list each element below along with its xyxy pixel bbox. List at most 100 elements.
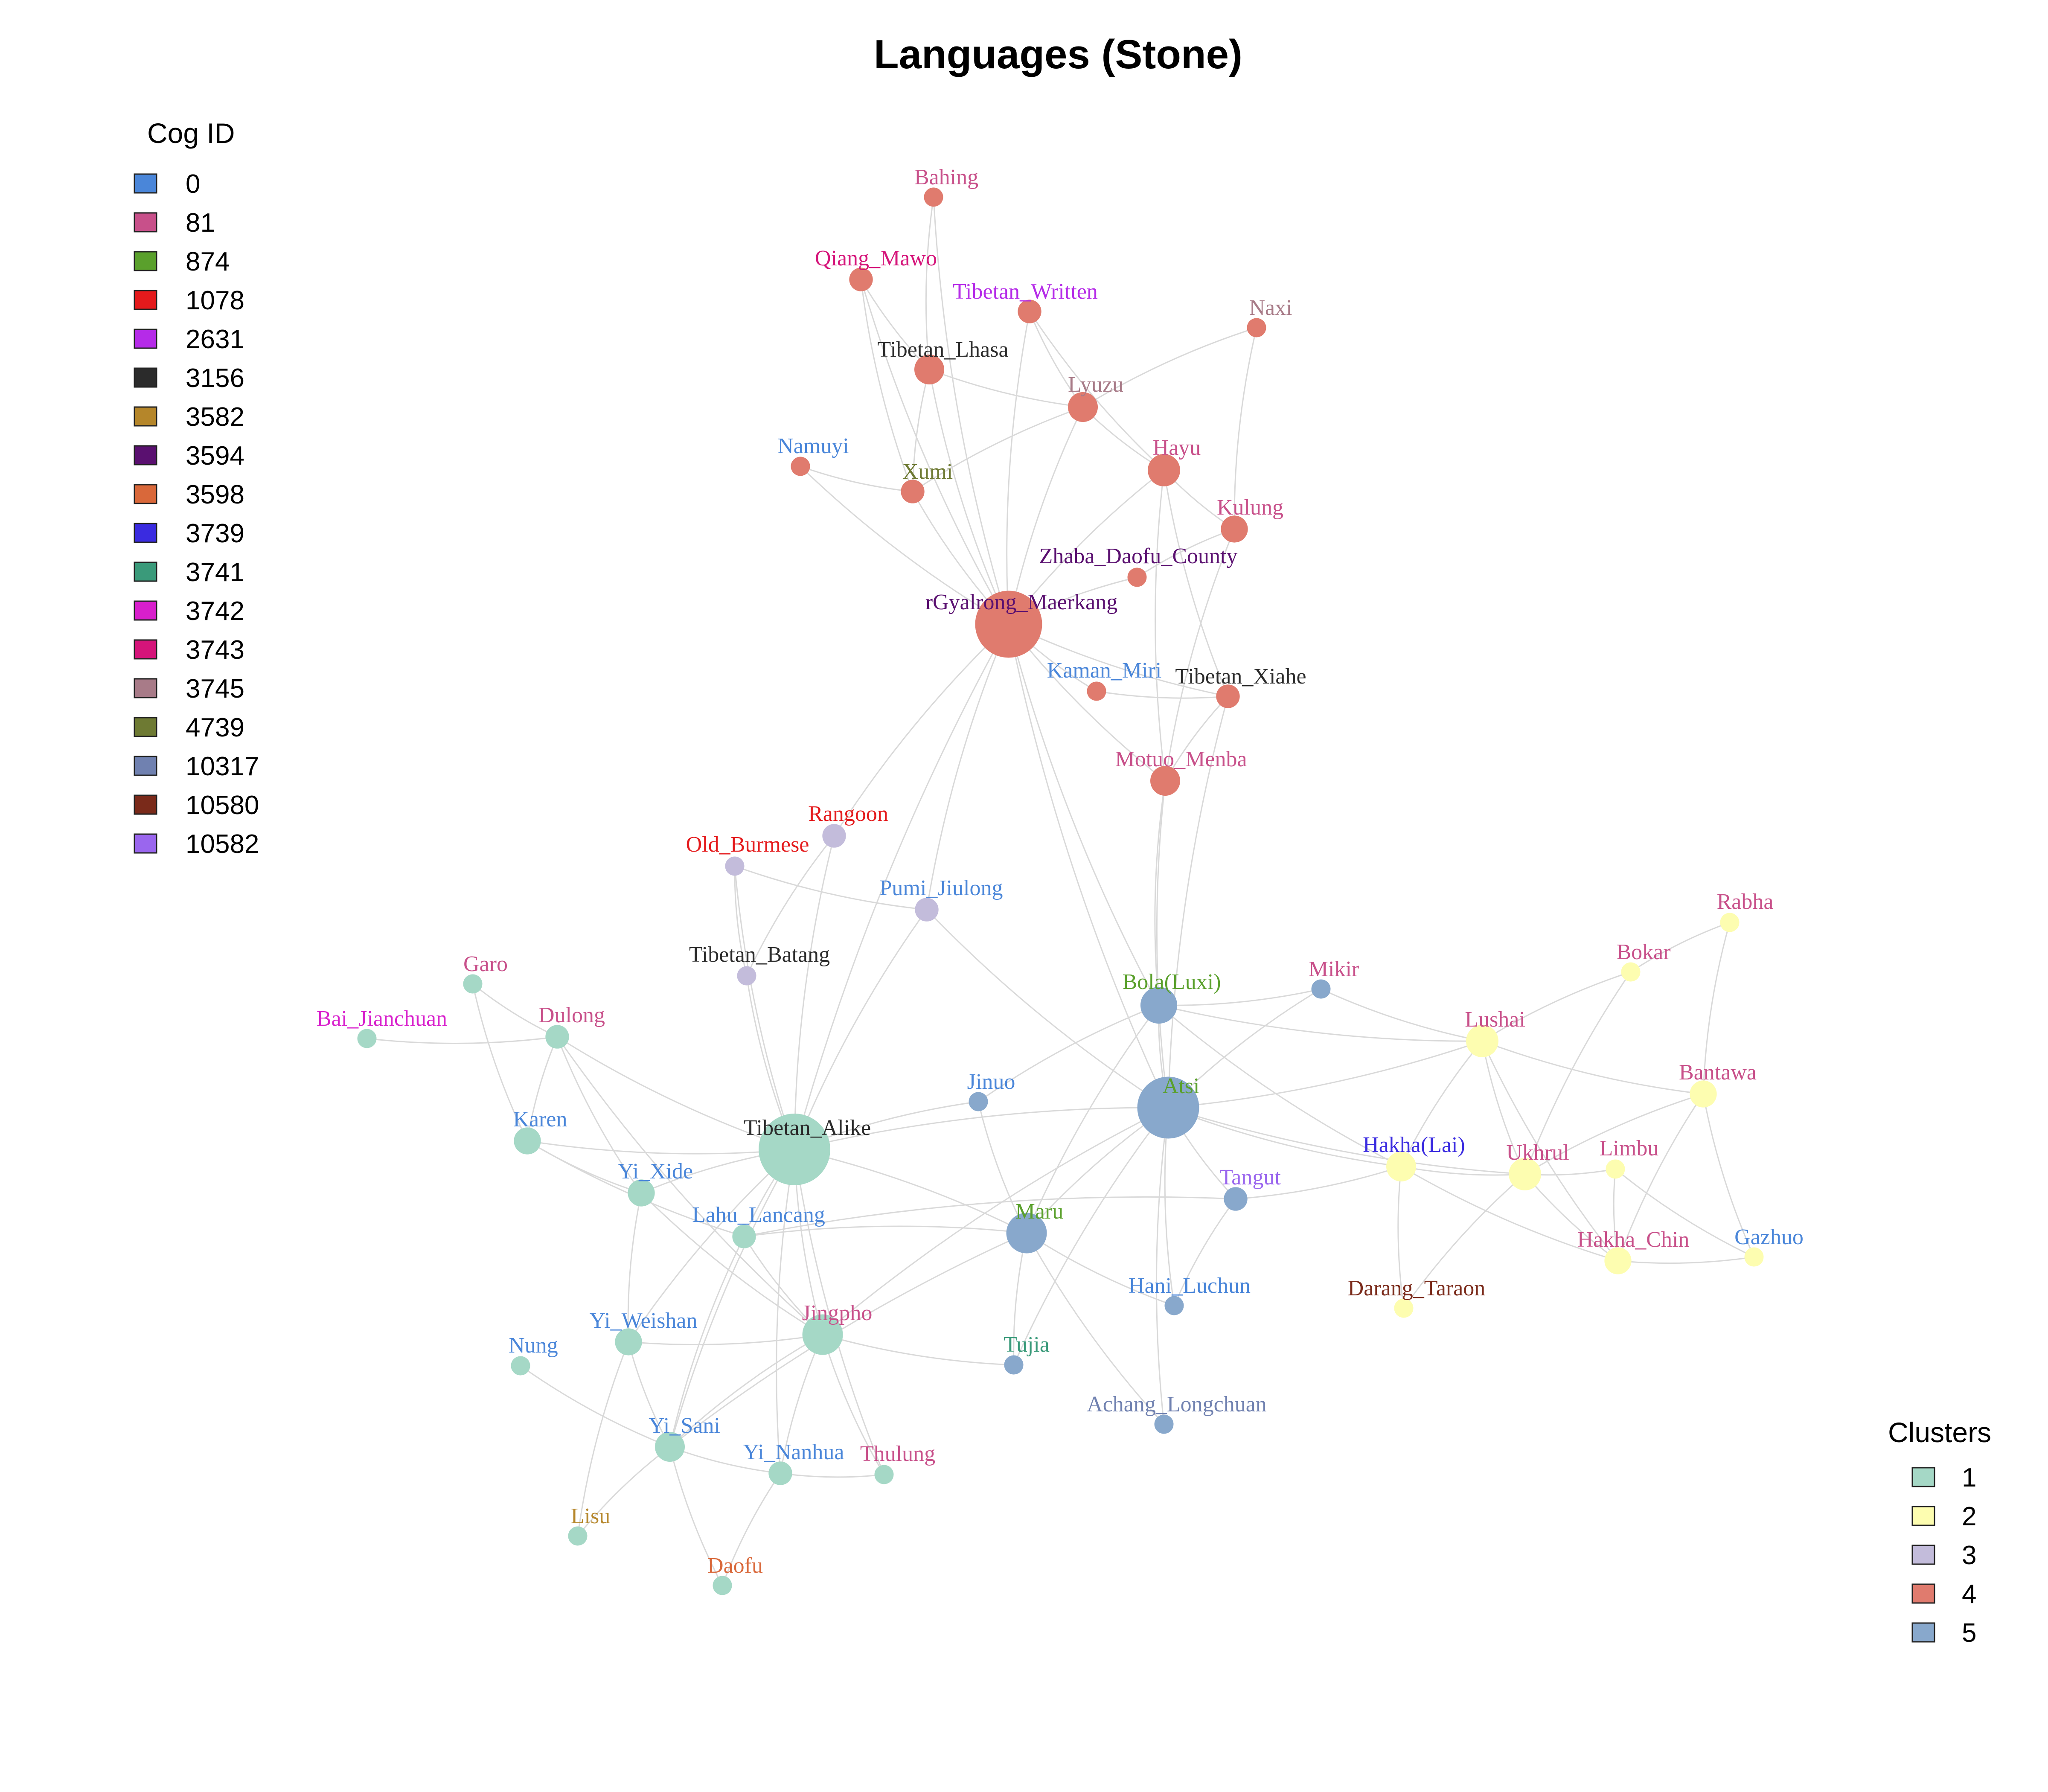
graph-edge — [933, 197, 1009, 625]
node-ukhrul[interactable] — [1509, 1158, 1541, 1190]
node-mikir[interactable] — [1311, 979, 1331, 999]
node-yi-weishan[interactable] — [615, 1328, 642, 1356]
node-daofu[interactable] — [713, 1576, 732, 1595]
node-limbu[interactable] — [1606, 1159, 1625, 1179]
graph-edge — [925, 197, 934, 370]
node-label: Kulung — [1217, 495, 1283, 520]
graph-edge — [1164, 529, 1235, 781]
node-label: Namuyi — [777, 434, 849, 458]
node-tibetan-alike[interactable] — [759, 1114, 830, 1185]
node-tibetan-xiahe[interactable] — [1216, 684, 1240, 708]
node-rangoon[interactable] — [822, 824, 846, 848]
node-karen[interactable] — [514, 1127, 541, 1155]
node-achang-longchuan[interactable] — [1154, 1414, 1174, 1434]
graph-edge — [1155, 470, 1166, 781]
clusters-legend-title: Clusters — [1888, 1417, 1991, 1448]
node-yi-nanhua[interactable] — [768, 1461, 792, 1485]
node-atsi[interactable] — [1137, 1076, 1199, 1139]
node-label: Bokar — [1616, 940, 1670, 964]
graph-edge — [822, 1334, 1014, 1366]
node-bokar[interactable] — [1621, 962, 1641, 982]
node-yi-xide[interactable] — [628, 1179, 655, 1207]
node-zhaba-daofu-county[interactable] — [1127, 567, 1147, 587]
graph-edge — [1156, 780, 1169, 1108]
graph-edge — [928, 369, 1009, 625]
node-bantawa[interactable] — [1690, 1080, 1717, 1108]
node-lyuzu[interactable] — [1068, 392, 1098, 422]
node-lushai[interactable] — [1466, 1025, 1498, 1057]
graph-edge — [794, 1107, 1169, 1150]
graph-edge — [1155, 1107, 1169, 1425]
node-dulong[interactable] — [545, 1025, 569, 1049]
node-hani-luchun[interactable] — [1164, 1296, 1184, 1315]
node-jinuo[interactable] — [969, 1092, 988, 1111]
node-yi-sani[interactable] — [655, 1432, 685, 1462]
node-lahu-lancang[interactable] — [732, 1225, 756, 1248]
node-hakha-chin[interactable] — [1604, 1247, 1632, 1274]
graph-edge — [1397, 1166, 1405, 1309]
node-rabha[interactable] — [1720, 913, 1740, 932]
graph-edge — [1481, 1041, 1619, 1261]
node-bola-luxi[interactable] — [1140, 986, 1178, 1024]
node-old-burmese[interactable] — [725, 856, 745, 876]
graph-edge — [794, 1149, 1027, 1234]
graph-edge — [472, 983, 528, 1141]
cog-legend-label: 81 — [186, 208, 215, 238]
node-garo[interactable] — [463, 974, 483, 994]
node-pumi-jiulong[interactable] — [915, 898, 939, 922]
node-darang-taraon[interactable] — [1394, 1298, 1414, 1318]
node-lisu[interactable] — [568, 1526, 588, 1546]
node-hayu[interactable] — [1148, 454, 1180, 486]
cog-legend-label: 874 — [186, 247, 230, 276]
node-maru[interactable] — [1006, 1213, 1047, 1254]
node-label: Bantawa — [1679, 1060, 1757, 1085]
node-bahing[interactable] — [924, 187, 943, 207]
node-tangut[interactable] — [1224, 1187, 1248, 1211]
graph-edge — [557, 1036, 795, 1150]
node-tibetan-written[interactable] — [1018, 300, 1041, 323]
cog-legend-swatch — [134, 290, 157, 310]
graph-edge — [627, 1193, 642, 1342]
graph-edge — [1029, 311, 1165, 471]
cog-legend-swatch — [134, 406, 157, 427]
node-hakha-lai[interactable] — [1386, 1152, 1416, 1181]
graph-edge — [1524, 1174, 1618, 1262]
node-label: Hayu — [1153, 436, 1201, 460]
node-xumi[interactable] — [901, 480, 925, 503]
node-label: Motuo_Menba — [1115, 747, 1247, 771]
node-qiang-mawo[interactable] — [849, 268, 873, 291]
node-jingpho[interactable] — [802, 1314, 843, 1355]
cog-legend-label: 3156 — [186, 364, 244, 393]
node-thulung[interactable] — [874, 1465, 894, 1484]
node-naxi[interactable] — [1247, 318, 1266, 337]
graph-edge — [1403, 1173, 1525, 1309]
cog-legend-label: 3739 — [186, 519, 244, 548]
cog-legend-label: 10317 — [186, 752, 259, 781]
node-gazhuo[interactable] — [1744, 1247, 1764, 1267]
node-kulung[interactable] — [1221, 515, 1248, 543]
graph-edge — [744, 1225, 1027, 1237]
node-kaman-miri[interactable] — [1087, 681, 1106, 701]
node-label: Naxi — [1249, 296, 1292, 320]
node-tujia[interactable] — [1004, 1355, 1024, 1375]
graph-edge — [929, 369, 1083, 408]
graph-edge — [1008, 624, 1169, 1108]
graph-edge — [1163, 470, 1229, 697]
node-bai-jianchuan[interactable] — [357, 1029, 377, 1048]
graph-edge — [734, 866, 795, 1150]
cluster-legend-label: 1 — [1962, 1463, 1976, 1492]
graph-edge — [926, 624, 1009, 910]
node-label: Tibetan_Written — [953, 279, 1098, 304]
node-motuo-menba[interactable] — [1150, 766, 1180, 796]
graph-edge — [776, 1149, 795, 1474]
graph-edge — [978, 1004, 1159, 1103]
graph-edge — [860, 279, 1009, 625]
node-tibetan-batang[interactable] — [737, 966, 756, 986]
cog-legend-label: 3594 — [186, 441, 244, 471]
node-namuyi[interactable] — [791, 457, 810, 476]
node-rgyalrong-maerkang[interactable] — [975, 591, 1042, 658]
graph-edge — [527, 1140, 795, 1155]
node-nung[interactable] — [511, 1356, 530, 1376]
graph-edge — [1401, 1166, 1525, 1176]
node-tibetan-lhasa[interactable] — [914, 355, 944, 384]
